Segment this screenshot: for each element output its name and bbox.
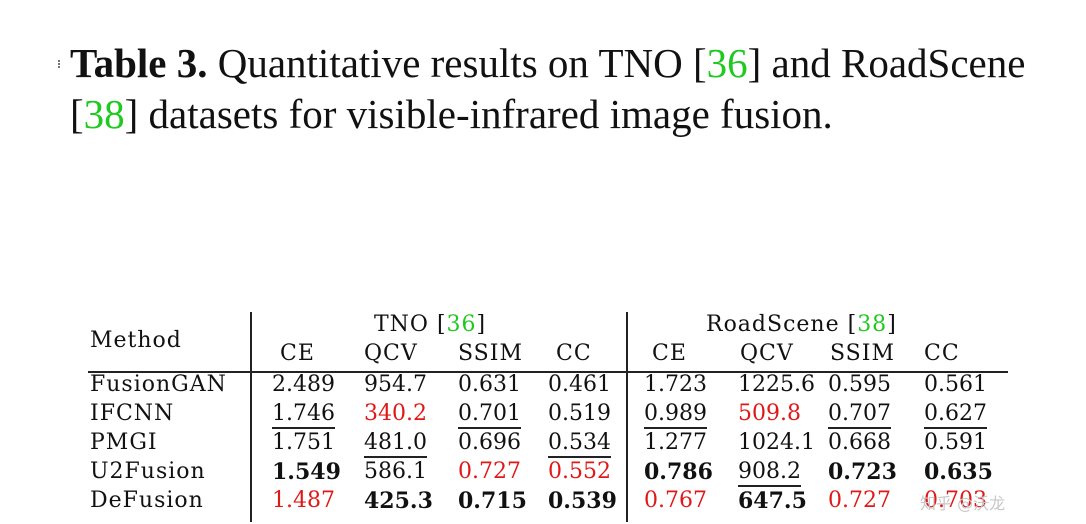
table-cell: 481.0 bbox=[364, 430, 427, 458]
caption-text-3: ] datasets for visible-infrared image fu… bbox=[124, 91, 833, 137]
table-cell: 586.1 bbox=[364, 459, 427, 484]
table-cell: 0.707 bbox=[828, 401, 891, 429]
table-cell: 0.668 bbox=[828, 430, 891, 455]
table-cell: 954.7 bbox=[364, 372, 427, 397]
table-cell: 0.989 bbox=[644, 401, 707, 429]
metric-header: CC bbox=[556, 341, 592, 366]
header-rule bbox=[88, 371, 1008, 373]
watermark: 知乎 @沃龙 bbox=[920, 494, 1006, 513]
method-name: FusionGAN bbox=[90, 372, 227, 397]
table-cell: 1.487 bbox=[272, 488, 335, 513]
method-separator bbox=[250, 312, 252, 522]
group-header-roadscene-close: ] bbox=[887, 312, 897, 337]
table-caption: Table 3. Quantitative results on TNO [36… bbox=[70, 38, 1030, 140]
table-cell: 0.627 bbox=[924, 401, 987, 429]
caption-text-2: ] and RoadScene [ bbox=[70, 40, 1026, 137]
group-header-roadscene-label: RoadScene [ bbox=[706, 312, 858, 337]
metric-header: CE bbox=[652, 341, 687, 366]
method-name: DeFusion bbox=[90, 488, 204, 513]
table-cell: 1225.6 bbox=[738, 372, 815, 397]
metric-header: QCV bbox=[364, 341, 418, 366]
group-header-tno: TNO [36] bbox=[374, 312, 486, 338]
table-cell: 0.727 bbox=[458, 459, 521, 484]
table-cell: 1.723 bbox=[644, 372, 707, 397]
caption-text-1: Quantitative results on TNO [ bbox=[207, 40, 707, 86]
table-cell: 0.539 bbox=[548, 488, 617, 514]
table-cell: 0.635 bbox=[924, 459, 993, 485]
table-cell: 2.489 bbox=[272, 372, 335, 397]
table-cell: 0.786 bbox=[644, 459, 713, 485]
table-cell: 0.701 bbox=[458, 401, 521, 429]
group-header-tno-label: TNO [ bbox=[374, 312, 447, 337]
table-cell: 0.519 bbox=[548, 401, 611, 426]
dataset-separator bbox=[626, 312, 628, 522]
table-cell: 509.8 bbox=[738, 401, 801, 426]
table-cell: 340.2 bbox=[364, 401, 427, 426]
table-cell: 647.5 bbox=[738, 488, 807, 514]
metric-header: CE bbox=[280, 341, 315, 366]
table-cell: 0.561 bbox=[924, 372, 987, 397]
caption-cite-38[interactable]: 38 bbox=[83, 91, 125, 137]
table-cell: 425.3 bbox=[364, 488, 433, 514]
metric-header: SSIM bbox=[830, 341, 895, 366]
table-cell: 0.552 bbox=[548, 459, 611, 484]
table-cell: 0.591 bbox=[924, 430, 987, 455]
table-cell: 0.727 bbox=[828, 488, 891, 513]
metric-header: CC bbox=[924, 341, 960, 366]
group-header-roadscene-cite[interactable]: 38 bbox=[857, 312, 888, 337]
table-cell: 0.595 bbox=[828, 372, 891, 397]
table-cell: 0.461 bbox=[548, 372, 611, 397]
table-cell: 1.549 bbox=[272, 459, 341, 485]
table-cell: 0.534 bbox=[548, 430, 611, 458]
method-name: PMGI bbox=[90, 430, 158, 455]
group-header-tno-cite[interactable]: 36 bbox=[446, 312, 477, 337]
table-cell: 0.696 bbox=[458, 430, 521, 455]
table-cell: 0.715 bbox=[458, 488, 527, 514]
metric-header: QCV bbox=[740, 341, 794, 366]
method-header: Method bbox=[90, 328, 182, 353]
table-cell: 1.751 bbox=[272, 430, 335, 455]
table-cell: 1024.1 bbox=[738, 430, 815, 455]
metric-header: SSIM bbox=[458, 341, 523, 366]
table-cell: 908.2 bbox=[738, 459, 801, 487]
group-header-roadscene: RoadScene [38] bbox=[706, 312, 897, 338]
table-cell: 1.277 bbox=[644, 430, 707, 455]
table-cell: 0.767 bbox=[644, 488, 707, 513]
results-table: Method TNO [36] RoadScene [38] CE QCV SS… bbox=[88, 312, 1018, 522]
table-cell: 0.723 bbox=[828, 459, 897, 485]
group-header-tno-close: ] bbox=[476, 312, 487, 337]
page-edge-mark bbox=[58, 60, 63, 68]
table-cell: 1.746 bbox=[272, 401, 335, 429]
table-cell: 0.631 bbox=[458, 372, 521, 397]
method-name: IFCNN bbox=[90, 401, 175, 426]
table-cell: 0.703 bbox=[924, 488, 987, 513]
caption-label: Table 3. bbox=[70, 40, 208, 86]
method-name: U2Fusion bbox=[90, 459, 206, 484]
caption-cite-36[interactable]: 36 bbox=[706, 40, 748, 86]
